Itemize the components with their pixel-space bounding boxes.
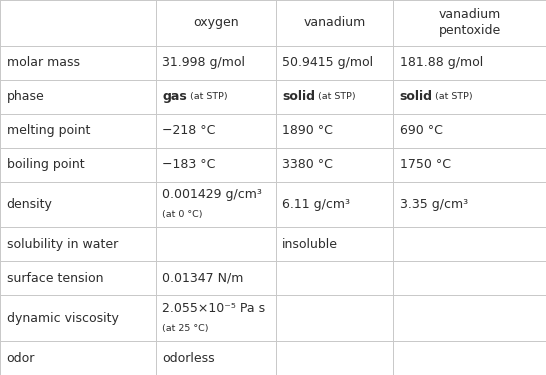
Text: 690 °C: 690 °C <box>400 124 443 137</box>
Text: 1890 °C: 1890 °C <box>282 124 333 137</box>
Text: melting point: melting point <box>7 124 90 137</box>
Text: vanadium: vanadium <box>303 16 366 30</box>
Text: density: density <box>7 198 52 211</box>
Text: surface tension: surface tension <box>7 272 103 285</box>
Text: −218 °C: −218 °C <box>162 124 216 137</box>
Text: 1750 °C: 1750 °C <box>400 158 450 171</box>
Text: 50.9415 g/mol: 50.9415 g/mol <box>282 56 373 69</box>
Text: odor: odor <box>7 351 35 364</box>
Text: solid: solid <box>282 90 315 103</box>
Text: odorless: odorless <box>162 351 215 364</box>
Text: phase: phase <box>7 90 44 103</box>
Text: (at 0 °C): (at 0 °C) <box>162 210 203 219</box>
Text: vanadium
pentoxide: vanadium pentoxide <box>438 9 501 38</box>
Text: gas: gas <box>162 90 187 103</box>
Text: molar mass: molar mass <box>7 56 80 69</box>
Text: solid: solid <box>400 90 432 103</box>
Text: (at STP): (at STP) <box>189 92 227 101</box>
Text: 0.01347 N/m: 0.01347 N/m <box>162 272 244 285</box>
Text: 181.88 g/mol: 181.88 g/mol <box>400 56 483 69</box>
Text: 31.998 g/mol: 31.998 g/mol <box>162 56 245 69</box>
Text: 6.11 g/cm³: 6.11 g/cm³ <box>282 198 351 211</box>
Text: boiling point: boiling point <box>7 158 84 171</box>
Text: oxygen: oxygen <box>193 16 239 30</box>
Text: (at STP): (at STP) <box>318 92 355 101</box>
Text: 0.001429 g/cm³: 0.001429 g/cm³ <box>162 188 262 201</box>
Text: 2.055×10⁻⁵ Pa s: 2.055×10⁻⁵ Pa s <box>162 302 265 315</box>
Text: insoluble: insoluble <box>282 238 339 251</box>
Text: 3380 °C: 3380 °C <box>282 158 333 171</box>
Text: (at 25 °C): (at 25 °C) <box>162 324 209 333</box>
Text: solubility in water: solubility in water <box>7 238 118 251</box>
Text: 3.35 g/cm³: 3.35 g/cm³ <box>400 198 468 211</box>
Text: −183 °C: −183 °C <box>162 158 216 171</box>
Text: (at STP): (at STP) <box>435 92 473 101</box>
Text: dynamic viscosity: dynamic viscosity <box>7 312 118 325</box>
